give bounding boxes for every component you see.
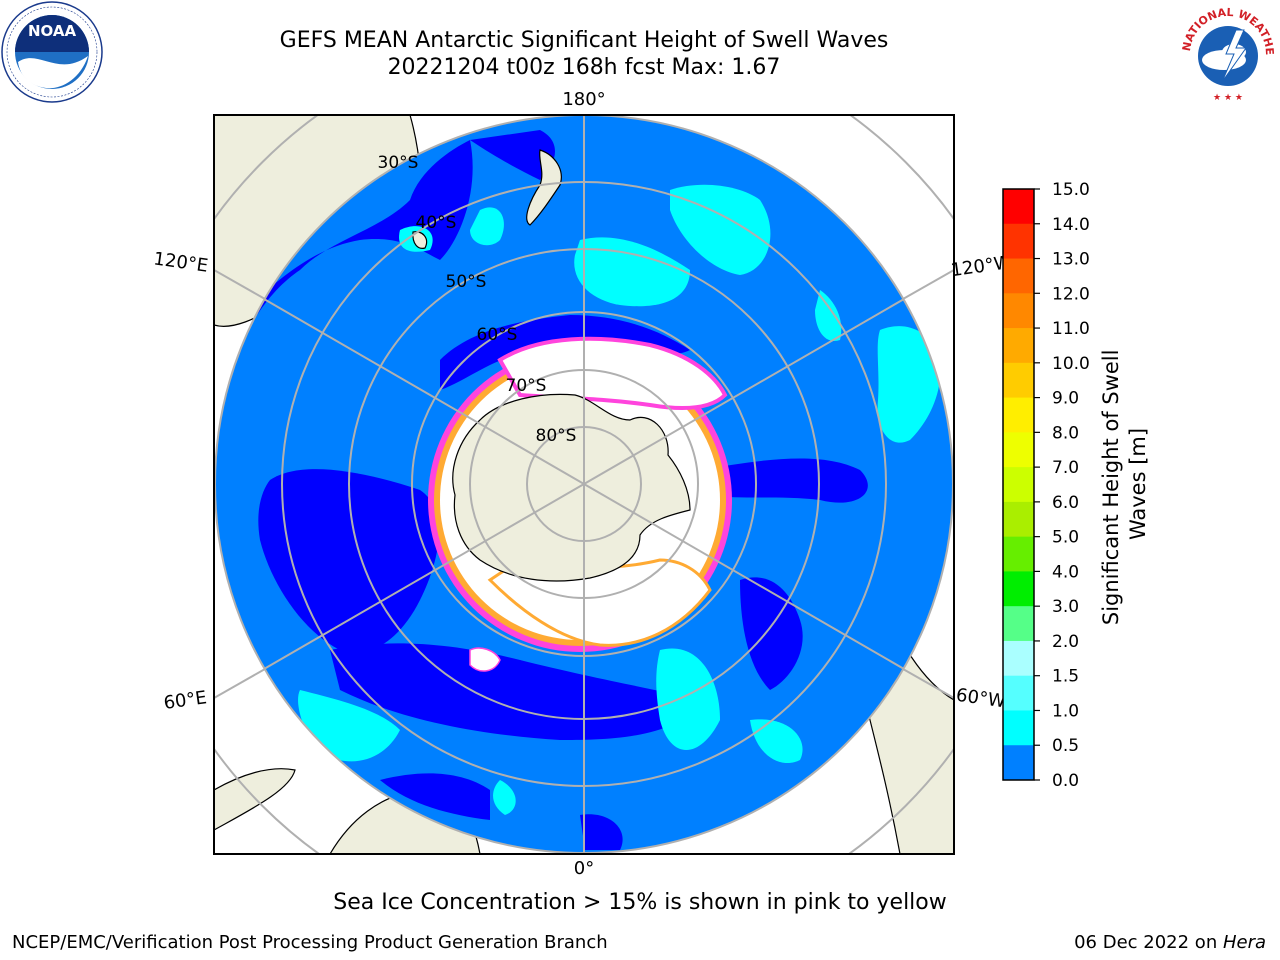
colorbar-tick-label: 1.0	[1052, 701, 1079, 721]
colorbar-tick-label: 2.0	[1052, 632, 1079, 652]
lat-label-50s: 50°S	[446, 272, 487, 292]
colorbar-segment	[1003, 328, 1034, 364]
land-madagascar	[214, 768, 296, 831]
colorbar-segment	[1003, 745, 1034, 781]
colorbar-tick-label: 15.0	[1052, 180, 1090, 200]
colorbar-segment	[1003, 189, 1034, 225]
colorbar-tick-label: 10.0	[1052, 354, 1090, 374]
noaa-logo-text: NOAA	[28, 22, 77, 40]
lat-label-40s: 40°S	[416, 213, 457, 233]
svg-text:★ ★ ★: ★ ★ ★	[1213, 93, 1243, 103]
colorbar-segment	[1003, 536, 1034, 572]
colorbar-tick-label: 5.0	[1052, 528, 1079, 548]
colorbar-tick-label: 9.0	[1052, 389, 1079, 409]
colorbar-segment	[1003, 362, 1034, 399]
colorbar-tick-label: 4.0	[1052, 562, 1079, 582]
colorbar-segment	[1003, 640, 1034, 677]
colorbar-segment	[1003, 467, 1034, 503]
colorbar-segment	[1003, 432, 1034, 468]
lat-label-70s: 70°S	[506, 376, 547, 396]
chart-subtitle: 20221204 t00z 168h fcst Max: 1.67	[387, 55, 781, 80]
footer-date-text: 06 Dec 2022 on	[1074, 932, 1223, 953]
swell-high-regions	[298, 184, 941, 815]
colorbar-segment	[1003, 501, 1034, 538]
lon-label-0: 0°	[574, 858, 594, 879]
swell-low-regions	[220, 130, 868, 850]
colorbar-label-line1: Significant Height of Swell	[1099, 350, 1123, 626]
lat-label-80s: 80°S	[536, 426, 577, 446]
colorbar-tick-label: 11.0	[1052, 319, 1090, 339]
land-antarctica	[452, 393, 691, 582]
land-tasmania	[412, 231, 428, 249]
colorbar-tick-label: 14.0	[1052, 215, 1090, 235]
colorbar-tick-label: 3.0	[1052, 597, 1079, 617]
colorbar-segment	[1003, 258, 1034, 294]
chart-title: GEFS MEAN Antarctic Significant Height o…	[279, 28, 889, 53]
lat-label-60s: 60°S	[477, 325, 518, 345]
colorbar-segment	[1003, 675, 1034, 711]
lon-label-60e: 60°E	[162, 687, 208, 714]
colorbar-tick-label: 0.5	[1052, 736, 1079, 756]
colorbar-segment	[1003, 606, 1034, 642]
noaa-logo-icon: NOAA	[1, 1, 103, 103]
colorbar: 15.0 14.0 13.0 12.0 11.0 10.0 9.0 8.0 7.0 6.0 5.0 4…	[1002, 180, 1090, 791]
footer-branch: NCEP/EMC/Verification Post Processing Pr…	[12, 932, 608, 953]
footer-date: 06 Dec 2022 on Hera	[1074, 932, 1266, 953]
lon-label-60w: 60°W	[955, 685, 1007, 713]
colorbar-segment	[1003, 293, 1034, 329]
lon-label-180: 180°	[562, 89, 605, 110]
lat-label-30s: 30°S	[378, 153, 419, 173]
land-new-zealand	[526, 149, 562, 226]
colorbar-label-line2: Waves [m]	[1126, 428, 1150, 540]
colorbar-tick-label: 8.0	[1052, 423, 1079, 443]
colorbar-segment	[1003, 571, 1034, 607]
colorbar-tick-label: 6.0	[1052, 493, 1079, 513]
sea-ice-note: Sea Ice Concentration > 15% is shown in …	[333, 890, 947, 915]
footer-host: Hera	[1222, 932, 1266, 953]
colorbar-segment	[1003, 223, 1034, 260]
colorbar-tick-label: 7.0	[1052, 458, 1079, 478]
nws-logo-icon: NATIONAL WEATHER SERVICE ★ ★ ★	[1176, 2, 1278, 104]
colorbar-tick-label: 12.0	[1052, 284, 1090, 304]
colorbar-tick-label: 1.5	[1052, 667, 1079, 687]
colorbar-label: Significant Height of Swell Waves [m]	[1099, 343, 1150, 625]
lon-label-120e: 120°E	[152, 248, 209, 276]
graticule	[215, 115, 953, 853]
map-frame	[213, 114, 955, 855]
colorbar-frame	[1002, 188, 1035, 781]
colorbar-tick-label: 13.0	[1052, 250, 1090, 270]
colorbar-tick-label: 0.0	[1052, 771, 1079, 791]
colorbar-segment	[1003, 397, 1034, 433]
colorbar-segment	[1003, 710, 1034, 746]
